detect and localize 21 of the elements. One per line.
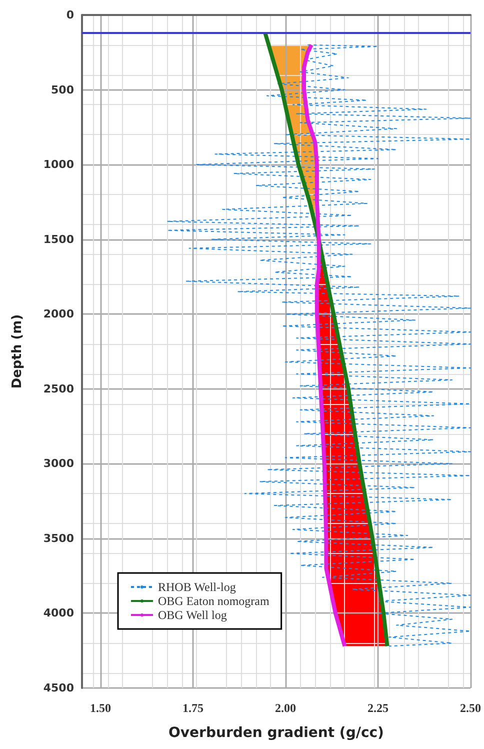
x-tick-label: 1.75	[182, 701, 204, 715]
x-axis-title: Overburden gradient (g/cc)	[168, 725, 384, 741]
y-tick-label: 4000	[43, 606, 74, 620]
x-tick-label: 2.00	[275, 701, 296, 715]
legend-label: OBG Eaton nomogram	[158, 594, 270, 608]
y-tick-label: 2000	[43, 308, 74, 321]
y-axis-title: Depth (m)	[10, 314, 25, 389]
y-tick-label: 500	[51, 83, 74, 96]
y-tick-label: 2500	[43, 382, 74, 396]
x-tick-label: 2.50	[460, 701, 481, 715]
x-tick-label: 2.25	[368, 701, 388, 715]
y-tick-label: 3000	[43, 457, 74, 470]
line-series	[302, 42, 347, 648]
y-tick-label: 1500	[43, 232, 74, 246]
y-tick-label: 4500	[43, 682, 74, 694]
legend-label: OBG Well log	[158, 608, 227, 622]
y-tick-label: 1000	[43, 158, 74, 172]
y-tick-label: 3500	[43, 532, 74, 545]
x-tick-label: 1.50	[90, 701, 111, 715]
legend-label: RHOB Well-log	[158, 580, 236, 594]
y-tick-label: 0	[66, 8, 74, 22]
